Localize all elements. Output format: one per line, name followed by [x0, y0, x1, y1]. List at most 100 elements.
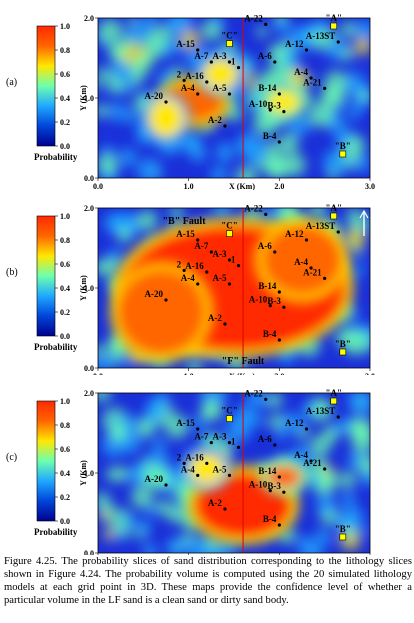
x-tick-label: 1.0	[184, 372, 194, 375]
well-point	[196, 48, 200, 52]
hot-region	[196, 52, 245, 96]
heatmap-cell	[180, 131, 201, 153]
heatmap-cell	[136, 418, 156, 438]
well-label: 1	[231, 57, 236, 67]
colorbar-tick-label: 0.8	[60, 46, 70, 55]
well-label: B-14	[258, 281, 277, 291]
well-point	[223, 322, 227, 326]
well-point	[209, 60, 213, 64]
heatmap-cell	[338, 471, 356, 489]
heatmap-cell	[146, 504, 158, 517]
well-point	[277, 475, 281, 479]
heatmap-cell	[235, 166, 257, 178]
colorbar-tick-label: 0.0	[60, 517, 70, 526]
heatmap-cell	[225, 416, 252, 443]
well-point	[304, 427, 309, 431]
heatmap-cell	[280, 350, 294, 364]
well-label: A-7	[194, 241, 208, 251]
heatmap-cell	[127, 18, 138, 27]
heatmap-cell	[192, 416, 206, 430]
heatmap-cell	[98, 393, 111, 402]
well-label: 2	[177, 452, 182, 462]
marker-label: "A"	[325, 203, 342, 213]
heatmap-cell	[266, 393, 283, 408]
colorbar-tick-label: 0.4	[60, 94, 70, 103]
heatmap-cell	[104, 503, 115, 514]
heatmap-cell	[274, 18, 291, 35]
y-axis-label: Y (Km)	[79, 460, 88, 486]
heatmap-cell	[98, 103, 109, 118]
well-point	[323, 86, 327, 90]
well-point	[268, 489, 272, 493]
y-tick-label: 1.0	[84, 94, 94, 103]
heatmap-cell	[301, 403, 317, 418]
hot-region	[261, 84, 307, 120]
heatmap-cell	[351, 269, 362, 279]
y-tick-label: 0.0	[84, 549, 94, 555]
well-point	[205, 461, 209, 465]
well-label: A-12	[285, 229, 304, 239]
well-label: A-4	[181, 273, 195, 283]
well-point	[277, 338, 281, 342]
well-point	[264, 212, 268, 216]
yellow-marker	[226, 230, 233, 237]
probability-map-b: 0.0 0.2 0.4 0.6 0.8 1.0 Probability (b) 0.0 1.0 2.…	[6, 203, 375, 375]
well-point	[227, 282, 232, 286]
x-tick-label: 2.0	[274, 182, 284, 190]
y-tick-label: 2.0	[84, 204, 94, 213]
north-arrow-head-icon	[359, 209, 369, 219]
well-label: A-13ST	[306, 221, 336, 231]
well-point	[227, 441, 232, 445]
y-tick-label: 0.0	[84, 174, 94, 183]
heatmap-cell	[98, 259, 110, 276]
well-point	[336, 415, 340, 419]
heatmap-cell	[114, 530, 126, 541]
heatmap-cell	[306, 472, 322, 487]
heatmap-cell	[164, 414, 189, 439]
marker-label: "A"	[325, 13, 342, 23]
panel-letter: (c)	[6, 452, 17, 463]
well-point	[182, 268, 186, 272]
well-label: A-12	[285, 39, 304, 49]
well-label: A-3	[212, 51, 226, 61]
well-label: A-15	[176, 229, 195, 239]
heatmap-cell	[142, 543, 158, 553]
heatmap-cell	[360, 524, 370, 534]
heatmap-cell	[341, 492, 356, 507]
heatmap-cell	[279, 208, 297, 218]
well-label: A-21	[303, 458, 322, 468]
yellow-marker	[330, 212, 338, 220]
heatmap-cell	[344, 135, 366, 157]
well-label: A-10	[249, 99, 268, 109]
colorbar-tick-label: 0.6	[60, 70, 70, 79]
well-point	[277, 523, 281, 527]
well-point	[273, 250, 277, 254]
heatmap-cell	[345, 229, 366, 250]
y-tick-label: 1.0	[84, 469, 94, 478]
well-point	[277, 140, 281, 144]
yellow-marker	[226, 415, 233, 422]
heatmap-cell	[169, 208, 184, 220]
heatmap-cell	[122, 81, 135, 94]
heatmap-cell	[288, 26, 311, 48]
heatmap-cell	[354, 37, 370, 55]
well-point	[164, 100, 168, 104]
heatmap-cell	[210, 166, 228, 178]
well-label: A-2	[208, 498, 222, 508]
fault-label-b: "B" Fault	[162, 216, 206, 227]
well-label: A-16	[185, 71, 204, 81]
well-label: A-15	[176, 418, 195, 428]
heatmap-cell	[215, 142, 235, 163]
well-point	[236, 66, 241, 70]
heatmap-cell	[212, 208, 232, 219]
heatmap-cell	[108, 355, 117, 364]
heatmap-cell	[125, 111, 139, 125]
well-point	[236, 264, 241, 268]
heatmap-cell	[131, 21, 152, 42]
heatmap-field	[98, 18, 370, 178]
well-point	[205, 270, 209, 274]
heatmap-cell	[131, 55, 152, 76]
heatmap-cell	[145, 398, 167, 419]
heatmap-cell	[236, 132, 261, 157]
heatmap-cell	[214, 541, 236, 553]
